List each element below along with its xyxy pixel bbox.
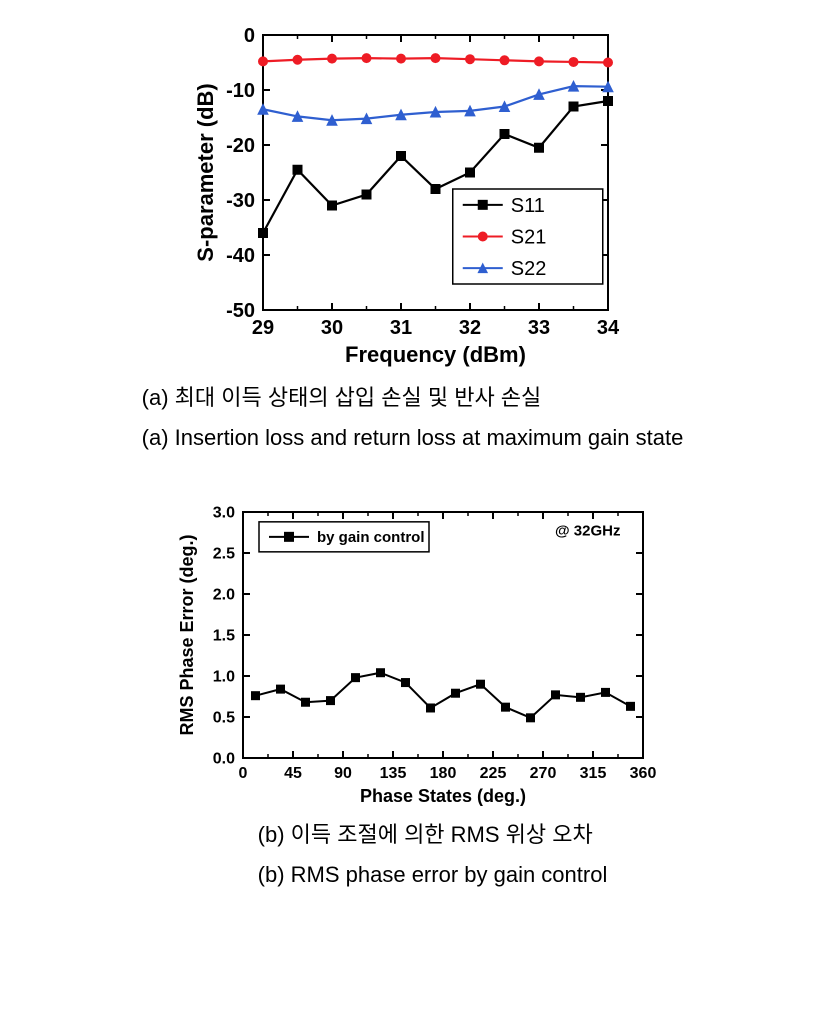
- svg-text:0: 0: [238, 765, 247, 782]
- svg-text:0: 0: [243, 25, 254, 47]
- svg-text:-50: -50: [226, 300, 255, 322]
- svg-text:by gain control: by gain control: [317, 529, 425, 546]
- svg-text:-40: -40: [226, 245, 255, 267]
- svg-text:S21: S21: [510, 227, 546, 249]
- svg-text:32: 32: [458, 317, 480, 339]
- svg-text:S-parameter (dB): S-parameter (dB): [193, 83, 218, 261]
- svg-text:-10: -10: [226, 80, 255, 102]
- svg-text:2.0: 2.0: [212, 587, 234, 604]
- caption-a-en: (a) Insertion loss and return loss at ma…: [142, 418, 684, 458]
- svg-text:Frequency (dBm): Frequency (dBm): [345, 342, 526, 367]
- svg-text:Phase States (deg.): Phase States (deg.): [359, 786, 525, 806]
- svg-text:45: 45: [284, 765, 302, 782]
- svg-text:1.0: 1.0: [212, 669, 234, 686]
- caption-b-ko: (b) 이득 조절에 의한 RMS 위상 오차: [258, 815, 608, 855]
- caption-a: (a) 최대 이득 상태의 삽입 손실 및 반사 손실 (a) Insertio…: [142, 378, 684, 457]
- svg-text:29: 29: [251, 317, 273, 339]
- svg-text:315: 315: [579, 765, 606, 782]
- svg-text:135: 135: [379, 765, 406, 782]
- svg-text:270: 270: [529, 765, 556, 782]
- svg-text:34: 34: [596, 317, 619, 339]
- svg-text:RMS Phase Error (deg.): RMS Phase Error (deg.): [177, 535, 197, 736]
- svg-text:S11: S11: [510, 195, 544, 217]
- svg-text:90: 90: [334, 765, 352, 782]
- svg-text:-20: -20: [226, 135, 255, 157]
- svg-text:360: 360: [629, 765, 656, 782]
- svg-text:1.5: 1.5: [212, 628, 234, 645]
- s-parameter-chart: 29 30 31 32 33 34 -50 -40 -30 -20 -10 0 Frequency (d…: [183, 20, 643, 370]
- chart-a-block: 29 30 31 32 33 34 -50 -40 -30 -20 -10 0 Frequency (d…: [142, 20, 684, 457]
- svg-text:-30: -30: [226, 190, 255, 212]
- svg-text:S22: S22: [510, 258, 546, 280]
- svg-text:30: 30: [320, 317, 342, 339]
- svg-text:180: 180: [429, 765, 456, 782]
- caption-a-ko: (a) 최대 이득 상태의 삽입 손실 및 반사 손실: [142, 378, 684, 418]
- chart-b-block: 0 45 90 135 180 225 270 315 360 0.0 0.5 1.0 1.5 2.0 2.…: [163, 497, 663, 894]
- svg-text:0.0: 0.0: [212, 751, 234, 768]
- caption-b: (b) 이득 조절에 의한 RMS 위상 오차 (b) RMS phase er…: [218, 815, 608, 894]
- svg-text:31: 31: [389, 317, 411, 339]
- svg-text:33: 33: [527, 317, 549, 339]
- svg-text:3.0: 3.0: [212, 505, 234, 522]
- svg-text:0.5: 0.5: [212, 710, 234, 727]
- svg-text:2.5: 2.5: [212, 546, 234, 563]
- rms-phase-error-chart: 0 45 90 135 180 225 270 315 360 0.0 0.5 1.0 1.5 2.0 2.…: [163, 497, 663, 807]
- svg-text:225: 225: [479, 765, 506, 782]
- svg-text:@ 32GHz: @ 32GHz: [555, 523, 620, 540]
- caption-b-en: (b) RMS phase error by gain control: [258, 855, 608, 895]
